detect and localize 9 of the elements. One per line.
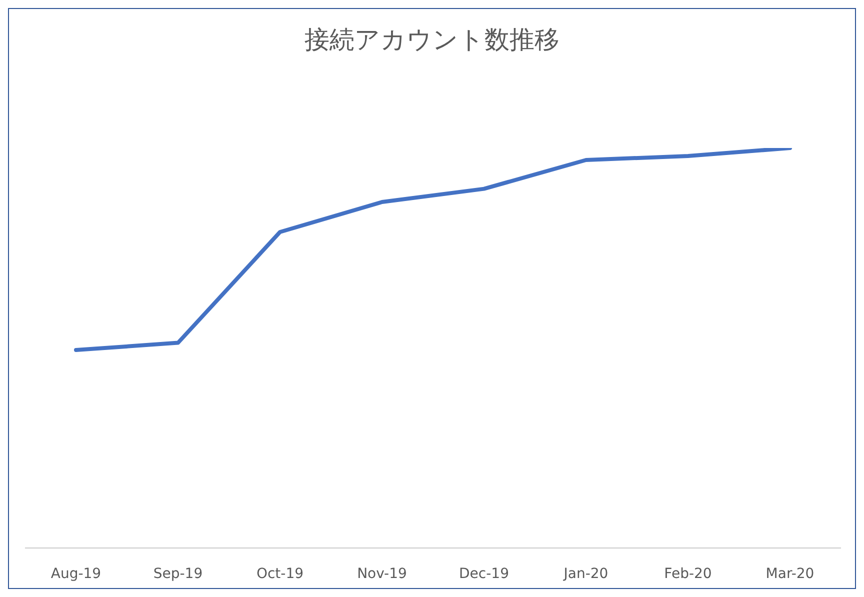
x-tick-label: Sep-19 [153, 566, 203, 582]
x-tick-label: Aug-19 [50, 566, 102, 582]
x-tick-label: Jan-20 [562, 566, 608, 582]
chart-title: 接続アカウント数推移 [304, 24, 560, 56]
x-tick-label: Mar-20 [766, 566, 814, 582]
x-tick-label: Nov-19 [357, 566, 407, 582]
x-tick-label: Oct-19 [256, 566, 304, 582]
x-tick-label: Feb-20 [664, 566, 712, 582]
x-tick-label: Dec-19 [459, 566, 509, 582]
